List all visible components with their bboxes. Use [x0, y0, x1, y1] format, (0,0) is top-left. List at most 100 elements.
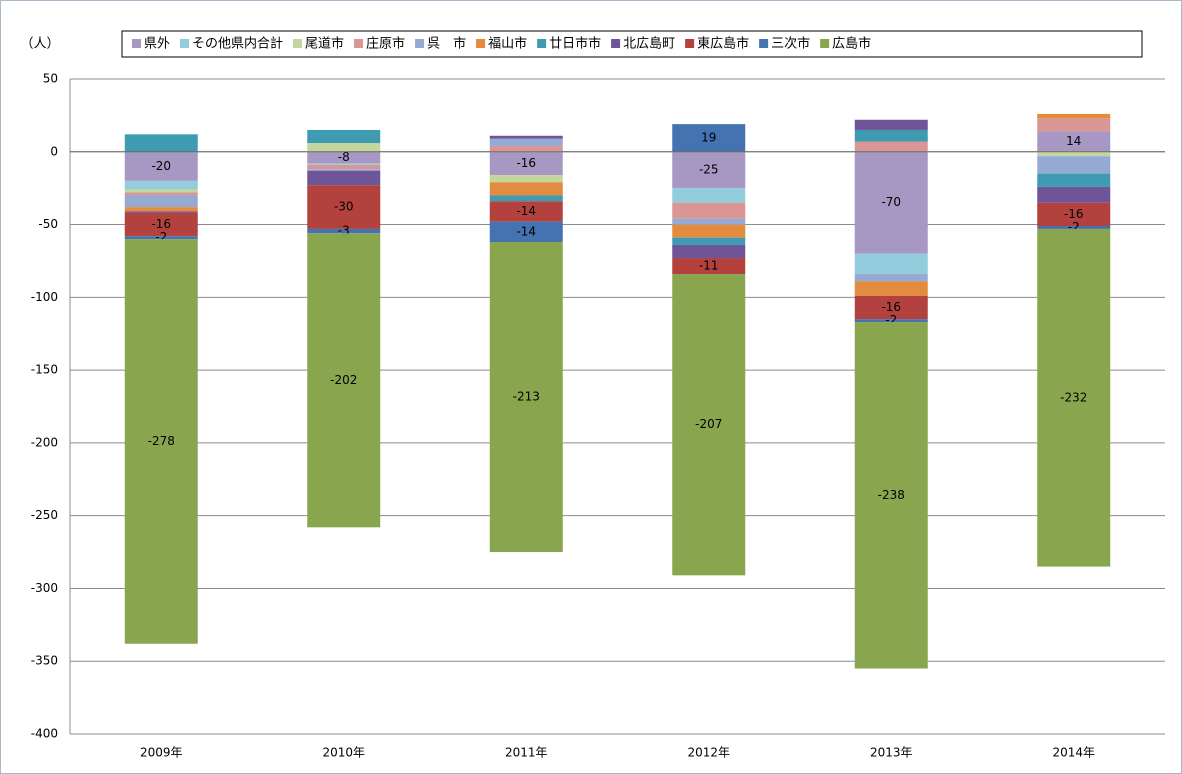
bar-segment	[672, 237, 746, 245]
bar-segment	[1037, 226, 1111, 229]
data-label: -8	[338, 150, 350, 164]
bar-segment	[1037, 113, 1111, 119]
bar-segment	[124, 189, 198, 193]
bar-segment	[124, 239, 198, 644]
bar-segment	[854, 322, 928, 669]
bar-segment	[854, 141, 928, 152]
x-tick-label: 2012年	[687, 746, 730, 760]
data-label: -11	[699, 259, 719, 273]
data-label: -14	[516, 224, 536, 238]
data-label: -278	[148, 434, 175, 448]
bar-segment	[1037, 202, 1111, 227]
data-label: -2	[1068, 220, 1080, 234]
x-tick-label: 2009年	[140, 746, 183, 760]
bar-segment	[124, 212, 198, 237]
bar-segment	[307, 169, 381, 171]
bar-segment	[124, 207, 198, 212]
legend-label: 県外	[144, 37, 170, 52]
y-tick-label: -400	[31, 727, 58, 741]
legend-label: その他県内合計	[192, 36, 283, 52]
y-axis-label: （人）	[20, 37, 59, 52]
bar-segment	[307, 164, 381, 170]
x-tick-label: 2010年	[322, 746, 365, 760]
y-tick-label: 50	[43, 72, 58, 86]
data-label: -16	[881, 300, 901, 314]
legend-swatch	[415, 39, 425, 48]
y-tick-label: -100	[31, 290, 58, 304]
bar-segment	[1037, 151, 1111, 157]
x-tick-label: 2011年	[505, 746, 548, 760]
data-label: -16	[151, 217, 171, 231]
bar-segment	[124, 151, 198, 181]
y-tick-label: -150	[31, 363, 58, 377]
data-label: -202	[330, 373, 357, 387]
legend-swatch	[132, 39, 141, 48]
bar-segment	[1037, 186, 1111, 203]
bar-segment	[1037, 131, 1111, 152]
bar-segment	[672, 224, 746, 238]
legend-swatch	[476, 39, 486, 48]
legend-label: 福山市	[488, 36, 527, 52]
bar-segment	[854, 319, 928, 323]
bar-segment	[307, 170, 381, 186]
bar-segment	[307, 228, 381, 234]
legend-swatch	[354, 39, 364, 48]
legend-swatch	[685, 39, 695, 48]
bar-segment	[124, 236, 198, 240]
bar-segment	[307, 129, 381, 144]
bar-segment	[489, 201, 563, 222]
bar-segment	[489, 135, 563, 139]
legend-label: 庄原市	[366, 36, 405, 52]
bar-segment	[489, 242, 563, 553]
legend-label: 東広島市	[697, 36, 749, 52]
bar-segment	[854, 253, 928, 275]
legend-label: 三次市	[771, 36, 810, 52]
bar-segment	[307, 151, 381, 164]
legend-swatch	[820, 39, 830, 48]
bar-segment	[672, 258, 746, 275]
data-label: -2	[155, 230, 167, 244]
data-label: -70	[881, 195, 901, 209]
data-label: -213	[513, 390, 540, 404]
bar-segment	[489, 221, 563, 243]
bar-segment	[1037, 118, 1111, 132]
data-label: -14	[516, 204, 536, 218]
bar-segment	[124, 180, 198, 190]
x-tick-label: 2014年	[1052, 746, 1095, 760]
bar-segment	[854, 129, 928, 142]
bar-segment	[672, 188, 746, 203]
bar-segment	[489, 138, 563, 146]
bar-segment	[672, 202, 746, 219]
bar-segment	[307, 185, 381, 229]
bar-segment	[672, 244, 746, 259]
legend-swatch	[537, 39, 547, 48]
data-label: -16	[516, 156, 536, 170]
bar-segment	[854, 274, 928, 282]
y-tick-label: -50	[38, 217, 58, 231]
bar-segment	[672, 274, 746, 576]
legend-label: 広島市	[832, 36, 871, 52]
bar-segment	[672, 124, 746, 152]
data-label: 14	[1066, 134, 1081, 148]
bar-segment	[672, 151, 746, 189]
data-label: -232	[1060, 390, 1087, 404]
bar-segment	[489, 182, 563, 196]
legend-swatch	[759, 39, 769, 48]
data-label: 19	[701, 130, 716, 144]
legend-box	[121, 30, 1143, 58]
data-label: -3	[338, 224, 350, 238]
bar-segment	[307, 163, 381, 165]
x-tick-label: 2013年	[870, 746, 913, 760]
legend-label: 廿日市市	[549, 36, 601, 52]
y-tick-label: -300	[31, 581, 58, 595]
data-label: -2	[885, 313, 897, 327]
bar-segment	[1037, 173, 1111, 187]
data-label: -238	[878, 488, 905, 502]
bar-segment	[1037, 228, 1111, 567]
data-label: -20	[151, 159, 171, 173]
legend-label: 呉 市	[427, 36, 466, 52]
bar-segment	[124, 192, 198, 196]
bar-segment	[489, 145, 563, 152]
bar-segment	[854, 295, 928, 320]
